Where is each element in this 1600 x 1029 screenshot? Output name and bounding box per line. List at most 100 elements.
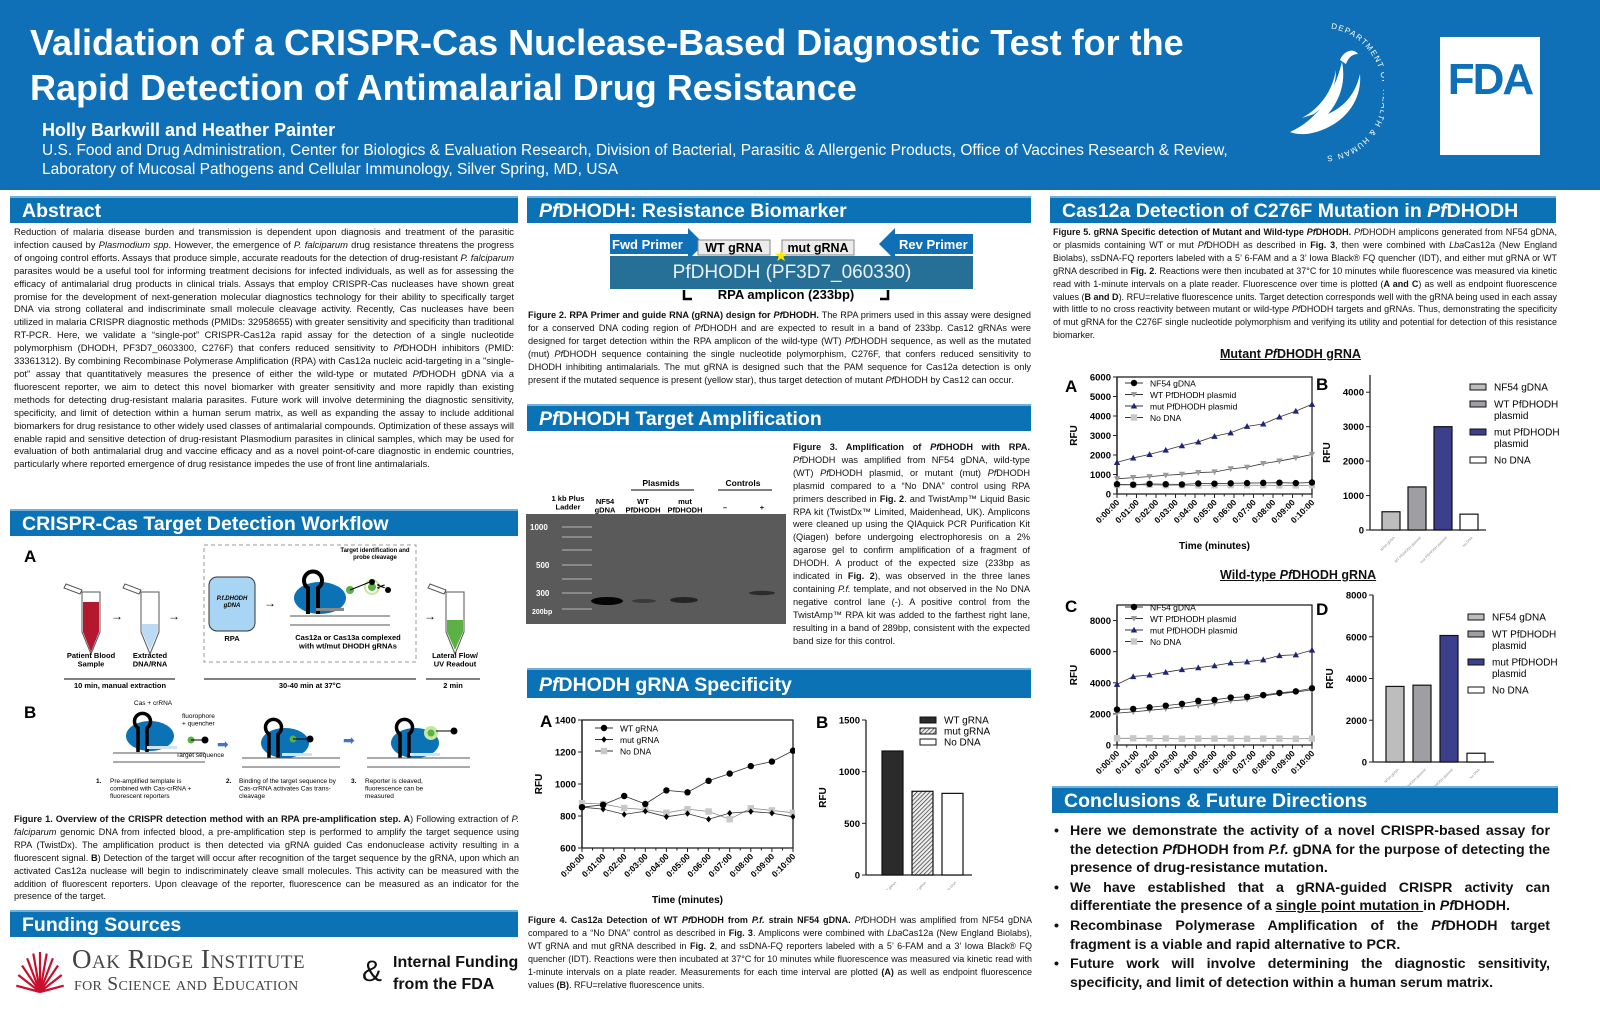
data-point — [642, 808, 648, 815]
workflow-diagram: A → → Patient Blood Sample Extracted DNA/R… — [24, 544, 480, 800]
legend-label-line: plasmid — [1494, 439, 1528, 450]
text-line: Extracted — [133, 651, 168, 660]
y-axis-label: RFU — [534, 774, 545, 795]
text-run: Funding Sources — [22, 914, 182, 936]
data-point — [1113, 706, 1121, 713]
text-line: with wt/mut DHODH gRNAs — [298, 642, 397, 651]
text-line: 1 kb Plus — [552, 494, 585, 503]
text-run: Pf — [412, 367, 422, 379]
y-tick-label: 6000 — [1346, 632, 1367, 643]
fda-logo: FDA — [1440, 37, 1540, 155]
text-run: DHODH gDNA via a fluorescent reporter, w… — [14, 367, 514, 470]
ampersand: & — [362, 955, 383, 988]
wt-grna-label: WT gRNA — [705, 241, 763, 255]
text-run: Pf — [1439, 898, 1454, 915]
gel-marker: 200bp — [532, 609, 552, 616]
data-point — [1129, 481, 1137, 488]
arrow-icon: → — [111, 609, 123, 623]
data-point — [1292, 407, 1300, 414]
probe-cleavage-icon: ✂ — [346, 579, 391, 595]
text-run: P.f. — [1268, 841, 1289, 858]
svg-text:DEPARTMENT OF HEALTH & HUMAN S: DEPARTMENT OF HEALTH & HUMAN SERVICES • … — [1262, 22, 1384, 163]
legend-marker — [1130, 391, 1138, 398]
text-run: Recombinase Polymerase Amplification of … — [1070, 917, 1432, 934]
authors: Holly Barkwill and Heather Painter — [42, 120, 336, 140]
text-run: DHODH plasmid compared to a “No DNA” con… — [793, 467, 1030, 504]
chart-fig4a: ARFU6008001000120014000:00:000:01:000:02… — [534, 712, 795, 905]
data-point — [600, 805, 606, 813]
text-line: DNA/RNA — [133, 660, 168, 669]
data-point — [705, 808, 712, 815]
text-run: Reduction of malaria disease burden and … — [14, 226, 514, 250]
data-point — [1129, 735, 1137, 742]
panel-label: B — [1316, 375, 1328, 394]
legend-swatch — [1469, 428, 1487, 436]
text-run: DHODH. — [1453, 898, 1510, 915]
y-tick-label: 6000 — [1090, 647, 1111, 658]
data-point — [1178, 700, 1186, 707]
text-line: Ladder — [555, 503, 580, 512]
text-run: (B) — [556, 979, 570, 990]
legend-label: NF54 gDNA — [1494, 383, 1548, 394]
text-run: The RPA primers used in this assay were … — [528, 310, 1031, 333]
data-point — [1162, 481, 1169, 488]
data-point — [1227, 694, 1234, 701]
text-run: ) Following extraction of — [410, 814, 512, 824]
data-point — [1292, 455, 1300, 462]
data-point — [1178, 471, 1186, 478]
mut-grna-box — [781, 239, 855, 256]
label-extracted: Extracted DNA/RNA — [133, 651, 168, 669]
panel-label: A — [1065, 377, 1077, 396]
hhs-logo: DEPARTMENT OF HEALTH & HUMAN SERVICES • … — [1262, 22, 1384, 163]
y-tick-label: 4000 — [1343, 388, 1364, 399]
legend-swatch — [1469, 400, 1487, 408]
data-point — [684, 805, 691, 813]
rev-primer-arrow — [879, 228, 973, 260]
gel-lane-label: mut PfDHODH — [668, 497, 703, 515]
data-point — [1195, 469, 1202, 476]
data-point — [1308, 646, 1315, 653]
text-run: DHODH — [1446, 200, 1519, 222]
text-run: parasites would be a useful tool for inf… — [14, 264, 514, 354]
text-run: Figure 4. Cas12a Detection of WT — [528, 915, 682, 925]
y-axis-label: RFU — [1069, 425, 1080, 446]
text-run: We have established that a gRNA-guided C… — [1070, 879, 1550, 915]
text-line: measured — [365, 793, 394, 800]
legend-label: No DNA — [1150, 637, 1182, 647]
data-point — [1146, 474, 1153, 480]
text-line: WT — [637, 497, 649, 506]
y-tick-label: 2000 — [1090, 709, 1111, 720]
text-run: Pf — [1306, 227, 1316, 237]
gel-marker: 500 — [536, 561, 550, 570]
data-point — [1113, 681, 1121, 687]
text-run: . RFU=relative fluorescence units. — [569, 979, 705, 990]
data-point — [1178, 442, 1186, 449]
data-point — [1162, 446, 1169, 453]
data-point — [1178, 481, 1186, 488]
text-line: UV Readout — [434, 660, 477, 669]
text-run: Wild-type — [1220, 568, 1280, 582]
y-axis-label: RFU — [1325, 668, 1336, 689]
legend-label: mut PfDHODH plasmid — [1150, 626, 1238, 636]
text-run: DHODH inhibitors (PMID: 33361312). By co… — [14, 342, 514, 379]
step2-icon — [242, 717, 340, 768]
legend-marker — [1130, 414, 1138, 421]
data-point — [1178, 735, 1186, 742]
label-cas-crrna: Cas + crRNA — [134, 700, 173, 707]
gel-marker: 300 — [536, 589, 550, 598]
data-point — [621, 811, 627, 818]
legend-swatch — [1469, 456, 1487, 464]
data-point — [684, 789, 691, 796]
blood-tube-icon — [63, 583, 101, 656]
legend-label: mut PfDHODH plasmid — [1492, 658, 1558, 681]
data-point — [1211, 480, 1218, 487]
y-tick-label: 4000 — [1090, 678, 1111, 689]
text-run: ). RFU=relative fluorescence units. Targ… — [1053, 291, 1557, 315]
data-point — [1243, 479, 1251, 487]
figure2-caption: Figure 2. RPA Primer and guide RNA (gRNA… — [528, 309, 1031, 386]
data-point — [1211, 696, 1218, 704]
gel-lane-label: WT PfDHODH — [626, 497, 661, 515]
data-point — [1227, 735, 1234, 742]
text-run: Lba — [1449, 239, 1465, 250]
